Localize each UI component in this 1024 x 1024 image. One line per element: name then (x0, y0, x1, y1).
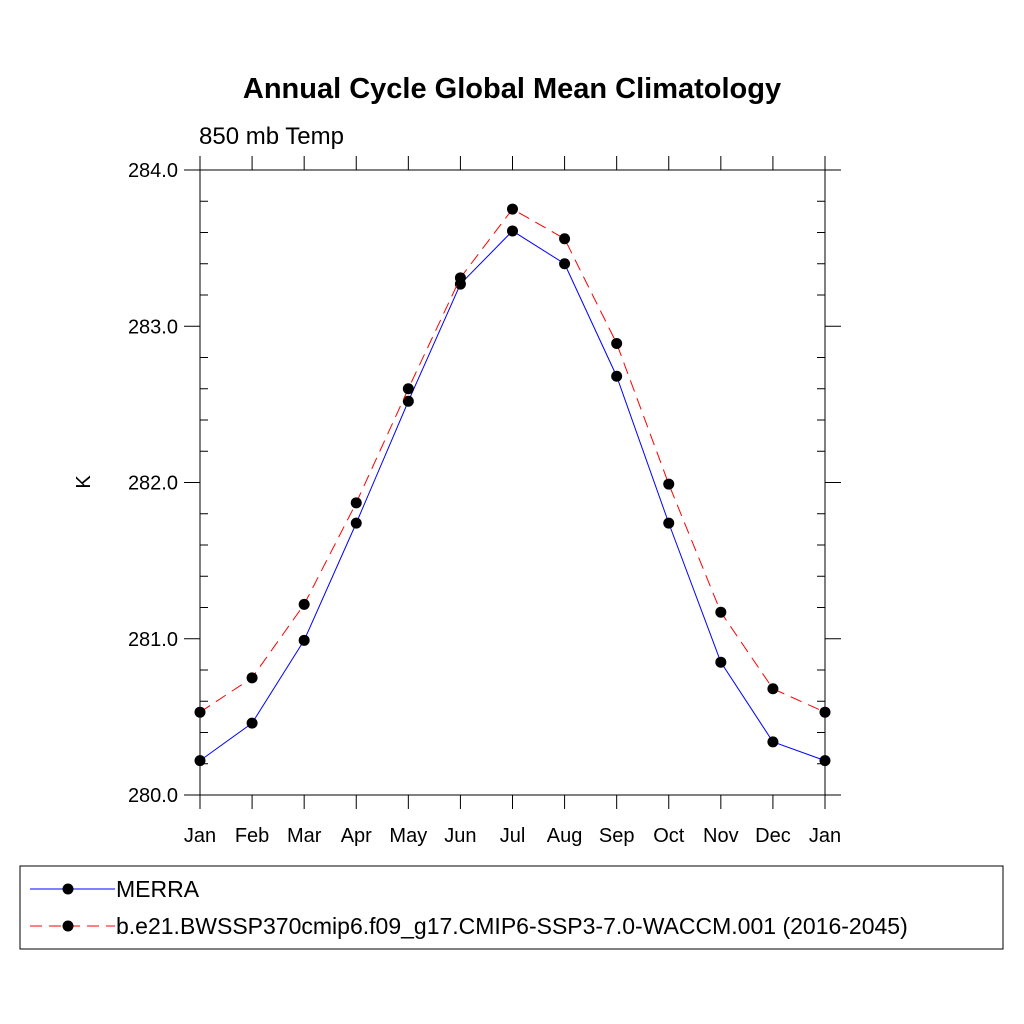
x-tick-label: Jan (184, 825, 216, 847)
series-line-1 (199, 230, 826, 762)
x-tick-label: Apr (341, 825, 372, 847)
data-point (402, 383, 414, 395)
data-point (507, 225, 518, 237)
legend-label: b.e21.BWSSP370cmip6.f09_g17.CMIP6-SSP3-7… (116, 913, 908, 939)
y-tick-label: 280.0 (128, 785, 178, 807)
data-point (819, 755, 831, 767)
x-tick-label: Mar (287, 825, 322, 847)
data-point (611, 370, 623, 382)
x-tick-label: Dec (755, 825, 791, 847)
y-tick-label: 281.0 (128, 629, 178, 651)
data-point (611, 337, 623, 349)
x-tick-label: Aug (547, 825, 583, 847)
data-point (350, 497, 362, 509)
data-point (454, 272, 466, 284)
y-tick-label: 283.0 (128, 316, 178, 338)
data-point (246, 672, 258, 684)
series-layer (194, 203, 831, 767)
y-axis-label: K (73, 475, 95, 489)
legend-marker (62, 883, 74, 895)
data-point (507, 203, 518, 215)
chart-subtitle: 850 mb Temp (199, 123, 344, 150)
legend-marker (62, 920, 74, 932)
x-tick-label: Jan (809, 825, 841, 847)
data-point (402, 395, 414, 407)
x-tick-label: Oct (653, 825, 685, 847)
chart-title: Annual Cycle Global Mean Climatology (243, 73, 781, 105)
plot-frame (199, 169, 826, 796)
x-tick-label: Jul (500, 825, 526, 847)
data-point (715, 606, 727, 618)
data-point (663, 478, 675, 490)
data-point (350, 517, 362, 529)
x-tick-label: Nov (703, 825, 739, 847)
data-point (559, 258, 571, 270)
series-line-2 (199, 208, 826, 713)
legend-label: MERRA (116, 876, 200, 902)
data-point (819, 706, 831, 718)
data-point (194, 706, 206, 718)
x-tick-label: Sep (599, 825, 635, 847)
data-point (663, 517, 675, 529)
x-tick-label: May (389, 825, 427, 847)
data-point (246, 717, 258, 729)
legend-box (19, 865, 1004, 950)
x-tick-label: Feb (235, 825, 269, 847)
data-point (767, 736, 779, 748)
data-point (194, 755, 206, 767)
data-point (715, 656, 727, 668)
data-point (559, 233, 571, 245)
x-tick-label: Jun (444, 825, 476, 847)
axes: Jan Feb Mar Apr May Jun Jul Aug Sep Oct Nov Dec Jan 2… (128, 156, 841, 847)
data-point (767, 683, 779, 695)
y-tick-label: 284.0 (128, 160, 178, 182)
data-point (298, 634, 310, 646)
legend: MERRA b.e21.BWSSP370cmip6.f09_g17.CMIP6-S… (30, 876, 908, 939)
y-tick-label: 282.0 (128, 473, 178, 495)
data-point (298, 598, 310, 610)
